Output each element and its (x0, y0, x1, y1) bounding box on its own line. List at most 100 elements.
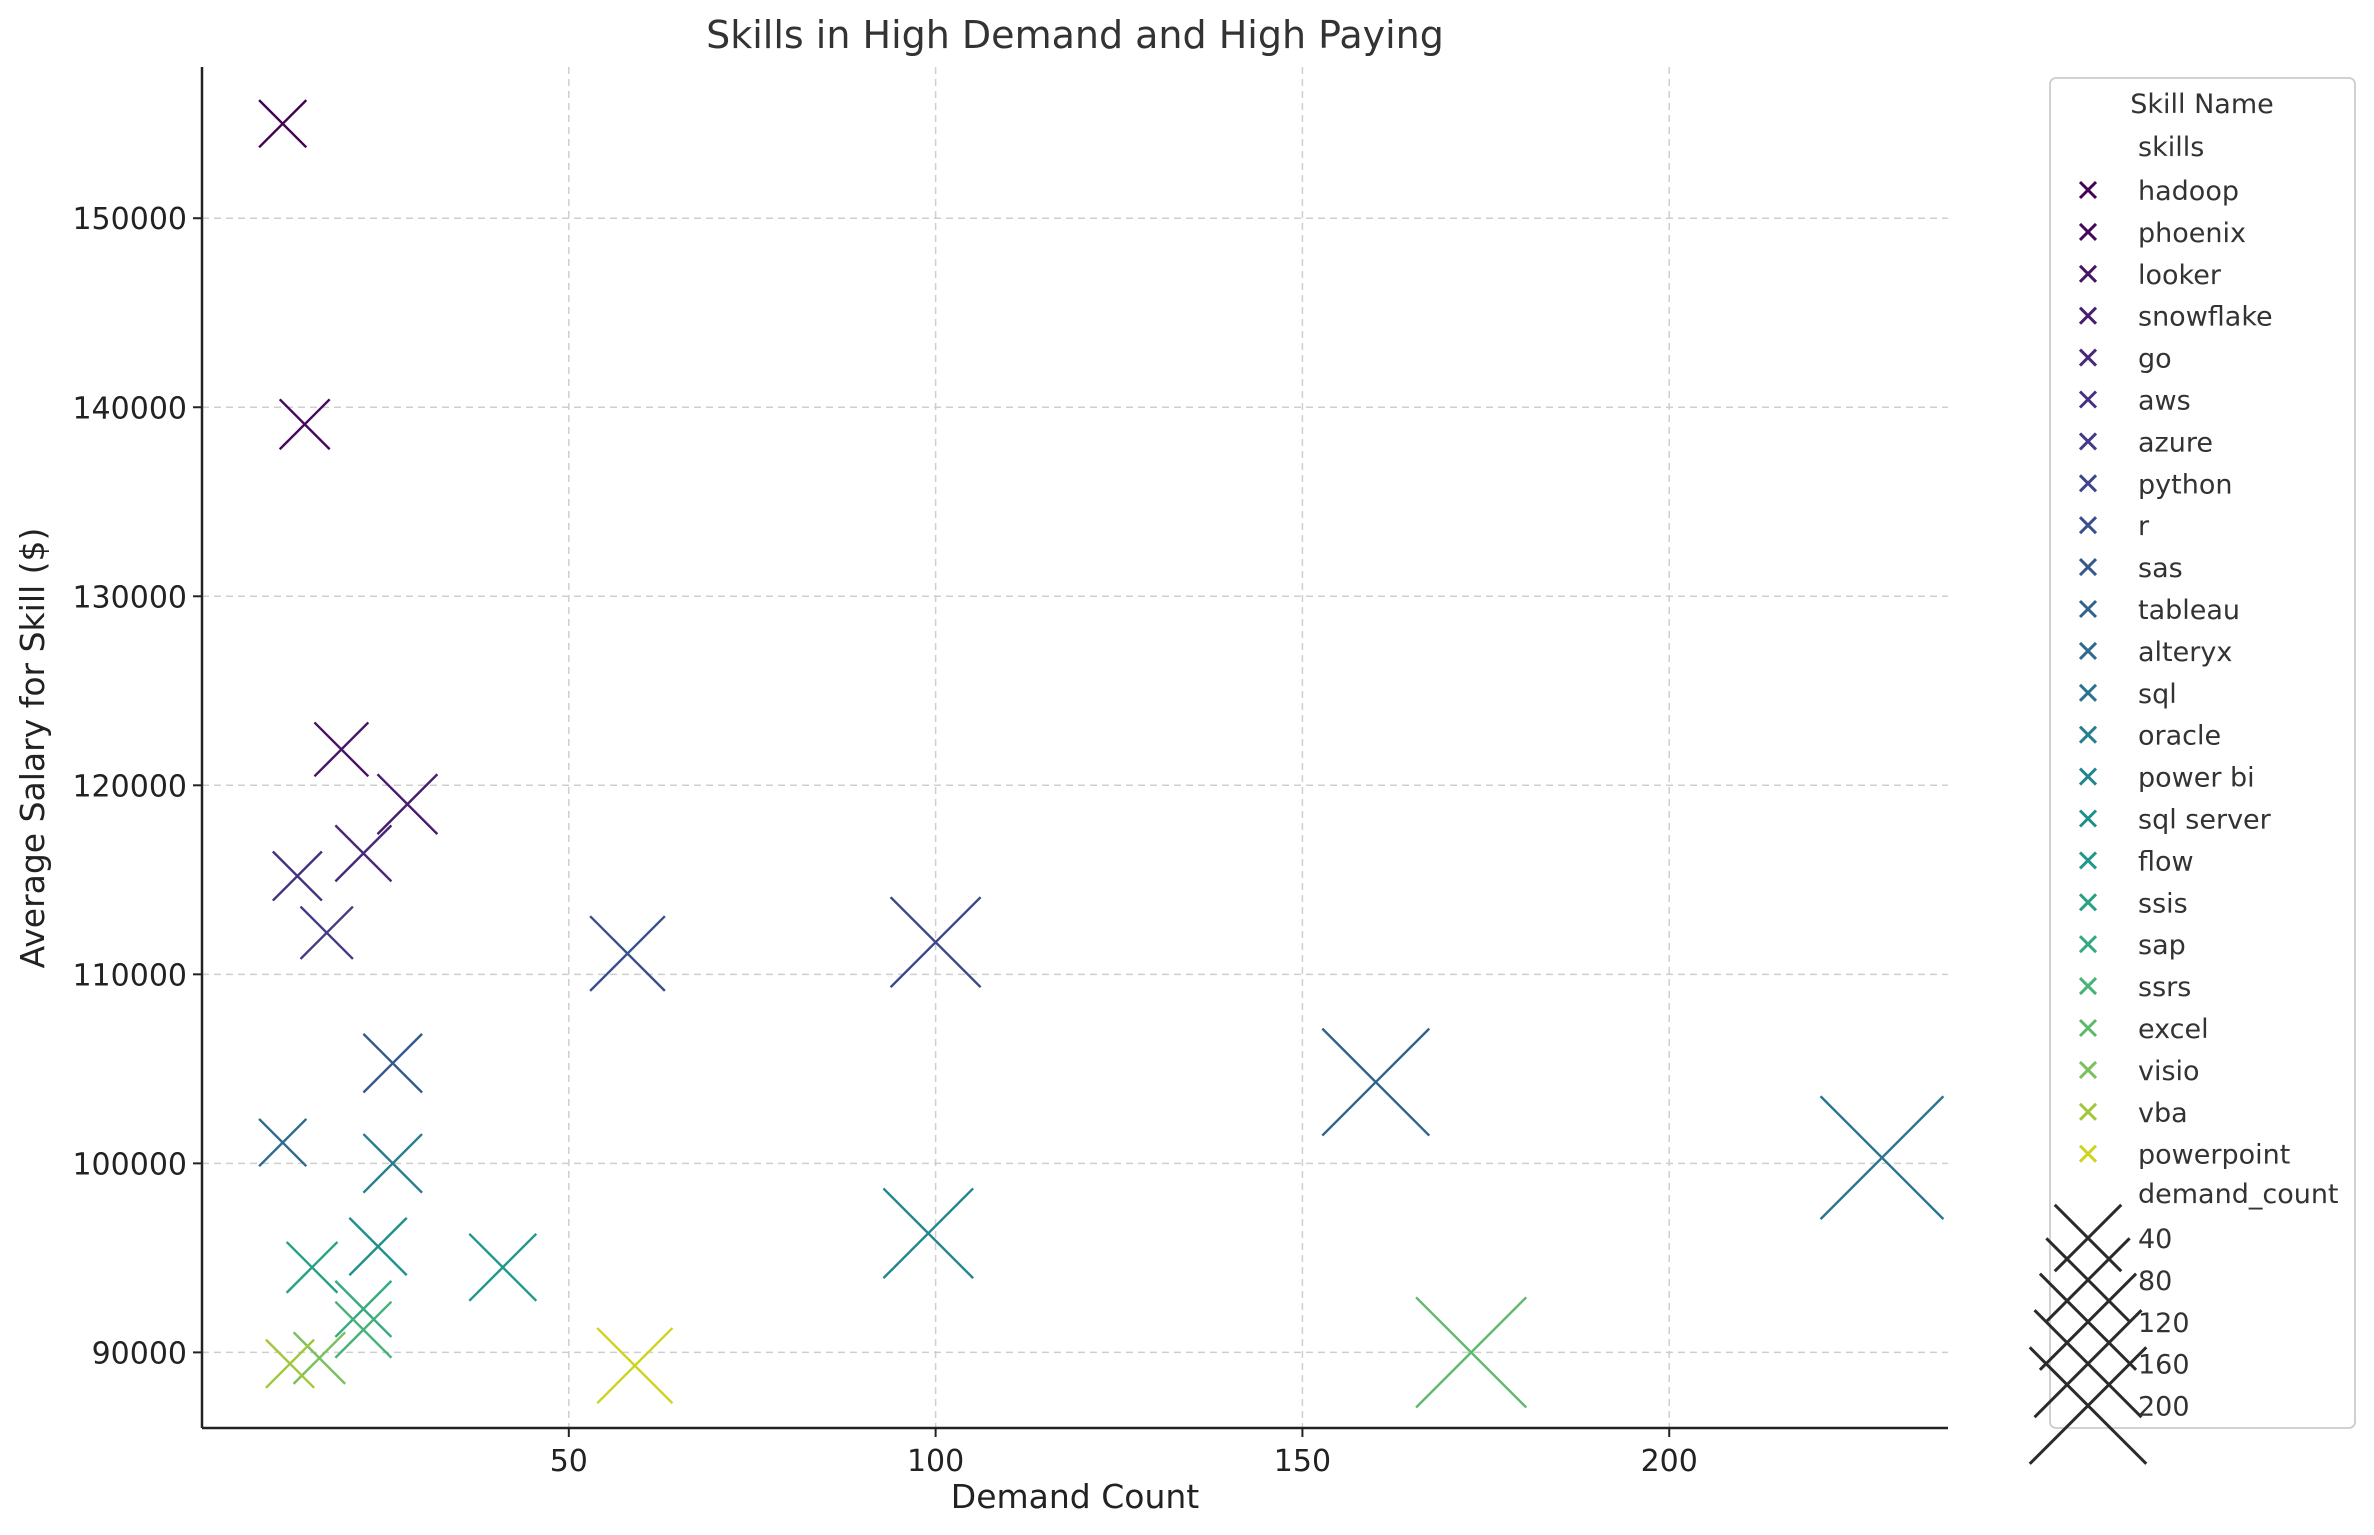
legend-size-label: 200 (2138, 1392, 2190, 1423)
legend-size-label: 120 (2138, 1308, 2190, 1339)
point-excel (1415, 1296, 1528, 1409)
legend-marker-r (2078, 516, 2098, 535)
legend-size-marker-40 (2053, 1203, 2123, 1273)
legend-marker-power-bi (2078, 767, 2098, 786)
legend-marker-excel (2078, 1018, 2098, 1038)
y-tick-label: 100000 (72, 1147, 187, 1182)
legend-marker-python (2078, 474, 2098, 493)
legend-size-marker-160 (2033, 1309, 2143, 1419)
legend-size-label: 80 (2138, 1266, 2172, 1297)
legend-title: Skill Name (2130, 89, 2274, 120)
legend-frame (2049, 77, 2356, 1429)
legend-marker-aws (2078, 390, 2098, 409)
legend-marker-flow (2078, 851, 2098, 870)
y-tick-label: 140000 (72, 391, 187, 426)
legend-label: go (2138, 344, 2172, 375)
legend-label: sap (2138, 930, 2186, 961)
legend-label: sas (2138, 553, 2183, 584)
legend-label: python (2138, 469, 2232, 500)
legend-label: visio (2138, 1056, 2200, 1087)
legend-marker-oracle (2078, 725, 2098, 744)
legend-hue-header: skills (2138, 132, 2204, 163)
legend-marker-vba (2078, 1102, 2098, 1121)
chart-title: Skills in High Demand and High Paying (706, 13, 1444, 57)
legend-marker-go (2078, 348, 2098, 367)
x-tick-label: 50 (550, 1444, 588, 1479)
legend: Skill Name skills hadoop phoenix looker sno… (2028, 77, 2356, 1465)
legend-marker-ssis (2078, 893, 2098, 912)
axes (200, 67, 1948, 1430)
point-sap (334, 1280, 393, 1338)
legend-size-marker-80 (2045, 1237, 2131, 1323)
point-tableau (1321, 1027, 1431, 1137)
y-tick-label: 150000 (72, 202, 187, 237)
x-tick-label: 150 (1274, 1444, 1331, 1479)
legend-size-marker-200 (2028, 1346, 2148, 1465)
point-powerpoint (596, 1327, 674, 1405)
point-aws (271, 850, 323, 902)
point-sql (1819, 1095, 1945, 1220)
data-points (258, 99, 1945, 1409)
point-vba (265, 1338, 315, 1389)
point-python (889, 896, 982, 989)
point-sas (362, 1033, 423, 1094)
point-alteryx (258, 1118, 308, 1168)
legend-marker-azure (2078, 432, 2098, 451)
y-tick-label: 90000 (92, 1336, 187, 1371)
legend-size-label: 160 (2138, 1350, 2190, 1381)
point-azure (299, 905, 354, 960)
point-ssis (285, 1241, 339, 1294)
y-tick-label: 110000 (72, 958, 187, 993)
point-hadoop (258, 99, 308, 149)
legend-label: r (2138, 511, 2150, 542)
legend-marker-sql (2078, 683, 2098, 702)
legend-label: tableau (2138, 595, 2240, 626)
legend-marker-sql-server (2078, 809, 2098, 828)
x-tick-label: 100 (907, 1444, 964, 1479)
legend-marker-powerpoint (2078, 1144, 2098, 1163)
legend-marker-visio (2078, 1060, 2098, 1079)
legend-label: ssrs (2138, 972, 2191, 1003)
legend-label: sql (2138, 679, 2177, 710)
legend-marker-looker (2078, 264, 2098, 283)
point-phoenix (278, 398, 331, 451)
legend-marker-snowflake (2078, 306, 2098, 325)
legend-label: ssis (2138, 888, 2188, 919)
legend-size-label: 40 (2138, 1224, 2172, 1255)
legend-label: aws (2138, 386, 2191, 417)
legend-label: oracle (2138, 721, 2221, 752)
legend-label: azure (2138, 427, 2213, 458)
grid-lines (202, 67, 1948, 1428)
y-tick-label: 120000 (72, 769, 187, 804)
point-go (334, 824, 393, 883)
legend-hue-items: hadoop phoenix looker snowflake go aws azure py… (2078, 176, 2290, 1171)
point-ssrs (334, 1300, 393, 1359)
legend-marker-ssrs (2078, 977, 2098, 996)
tick-labels: 50 100 150 200 90000 100000 110000 120000 130000… (72, 202, 1697, 1479)
legend-label: looker (2138, 260, 2222, 291)
legend-marker-tableau (2078, 599, 2098, 619)
point-power-bi (882, 1187, 974, 1279)
legend-label: hadoop (2138, 176, 2239, 207)
legend-label: flow (2138, 846, 2194, 877)
point-flow (468, 1232, 538, 1302)
legend-marker-hadoop (2078, 180, 2098, 200)
x-axis-label: Demand Count (951, 1477, 1199, 1516)
legend-label: vba (2138, 1098, 2188, 1129)
legend-marker-phoenix (2078, 222, 2098, 241)
legend-size-items: 40 80 120 160 200 (2028, 1203, 2190, 1465)
y-tick-label: 130000 (72, 580, 187, 615)
legend-label: phoenix (2138, 218, 2246, 249)
legend-label: sql server (2138, 805, 2272, 836)
legend-size-marker-120 (2038, 1272, 2138, 1371)
legend-label: excel (2138, 1014, 2209, 1045)
legend-marker-alteryx (2078, 641, 2098, 660)
legend-marker-sap (2078, 935, 2098, 954)
legend-label: powerpoint (2138, 1140, 2290, 1171)
point-oracle (362, 1133, 423, 1194)
point-snowflake (376, 773, 439, 835)
point-r (589, 915, 666, 992)
legend-size-header: demand_count (2138, 1179, 2339, 1210)
legend-label: alteryx (2138, 637, 2232, 668)
